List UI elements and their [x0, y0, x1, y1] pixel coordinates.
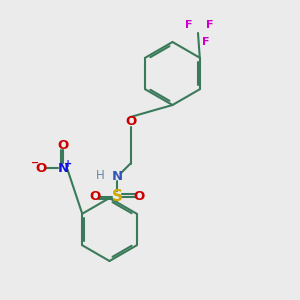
Text: N: N: [57, 161, 69, 175]
Text: O: O: [57, 139, 69, 152]
Text: O: O: [134, 190, 145, 203]
Text: F: F: [202, 37, 209, 47]
Text: H: H: [96, 169, 105, 182]
Text: O: O: [89, 190, 100, 203]
Text: F: F: [185, 20, 193, 31]
Text: S: S: [112, 189, 122, 204]
Text: −: −: [31, 158, 39, 168]
Text: O: O: [35, 161, 46, 175]
Text: +: +: [64, 159, 73, 169]
Text: F: F: [206, 20, 214, 31]
Text: N: N: [111, 170, 123, 184]
Text: O: O: [125, 115, 136, 128]
